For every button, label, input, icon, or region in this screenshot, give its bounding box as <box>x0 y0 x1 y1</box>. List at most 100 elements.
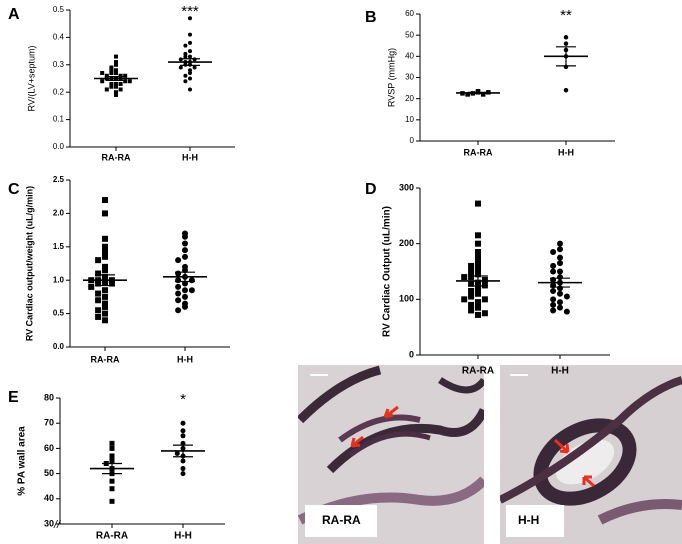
data-point <box>188 287 195 294</box>
data-point <box>102 197 108 204</box>
data-point <box>100 71 105 76</box>
y-tick-label: 50 <box>405 30 414 39</box>
x-tick-label: RA-RA <box>102 152 131 162</box>
data-point <box>550 268 557 275</box>
data-point <box>114 81 118 86</box>
data-point <box>127 79 132 84</box>
data-point <box>175 297 182 304</box>
data-point <box>102 210 108 217</box>
data-point <box>475 304 481 311</box>
data-point <box>109 445 115 451</box>
y-tick-label: 2.0 <box>53 209 65 218</box>
data-point <box>461 296 468 303</box>
data-point <box>475 232 481 239</box>
data-point <box>109 68 114 73</box>
data-point <box>109 440 115 446</box>
data-point <box>109 458 115 464</box>
data-point <box>180 420 186 426</box>
sem-bar <box>102 462 122 475</box>
image-label: RA-RA <box>322 513 361 527</box>
y-tick-label: 0.3 <box>53 60 65 69</box>
data-point <box>475 271 481 278</box>
y-tick-label: 40 <box>405 51 414 60</box>
sem-bar <box>550 277 570 288</box>
y-axis-label: RVSP (mmHg) <box>386 48 396 107</box>
data-point <box>182 247 188 254</box>
data-point <box>461 274 468 281</box>
data-point <box>123 73 128 78</box>
data-point <box>123 79 128 84</box>
data-point <box>102 267 108 274</box>
data-point <box>563 41 569 46</box>
y-tick-label: 0.4 <box>53 33 65 42</box>
y-tick-label: 0 <box>410 136 415 145</box>
y-tick-label: 40 <box>44 493 54 503</box>
data-point <box>550 307 557 314</box>
sem-bar <box>556 46 576 67</box>
x-tick-label: H-H <box>558 147 574 157</box>
significance: ** <box>560 7 572 24</box>
data-point <box>183 43 188 48</box>
data-point <box>550 301 557 308</box>
y-tick-label: 0 <box>409 349 414 359</box>
data-point <box>188 32 192 37</box>
data-point <box>95 290 102 297</box>
data-point <box>468 280 475 287</box>
x-tick-label: RA-RA <box>464 147 493 157</box>
significance: *** <box>181 3 199 20</box>
data-point <box>563 308 570 315</box>
data-point <box>481 276 488 283</box>
y-tick-label: 80 <box>44 392 54 402</box>
data-point <box>188 68 192 73</box>
x-tick-label: RA-RA <box>91 354 120 364</box>
data-point <box>95 297 102 304</box>
y-axis-label: RV Cardiac output/weight (uL/g/min) <box>24 186 34 341</box>
data-point <box>175 270 182 277</box>
data-point <box>114 71 118 76</box>
data-point <box>109 84 114 89</box>
histology-image <box>298 365 484 544</box>
y-tick-label: 0.0 <box>53 142 65 151</box>
data-point <box>188 54 192 59</box>
data-point <box>465 92 470 97</box>
data-point <box>468 262 475 269</box>
data-point <box>468 307 475 314</box>
data-point <box>481 310 488 317</box>
data-point <box>475 200 481 207</box>
data-point <box>182 287 188 294</box>
x-tick-label: H-H <box>182 152 198 162</box>
data-point <box>188 49 192 54</box>
data-point <box>557 254 563 261</box>
data-point <box>109 498 115 504</box>
data-point <box>102 317 108 324</box>
x-tick-label: RA-RA <box>96 531 128 542</box>
data-point <box>102 235 108 242</box>
data-point <box>557 246 563 253</box>
data-point <box>182 253 188 260</box>
data-point <box>102 300 108 307</box>
data-point <box>109 453 115 459</box>
data-point <box>114 90 118 95</box>
data-point <box>180 466 186 472</box>
data-point <box>114 92 118 97</box>
sem-bar <box>95 274 115 287</box>
panel-label: D <box>365 181 377 198</box>
y-tick-label: 30 <box>405 73 414 82</box>
data-point <box>102 249 108 256</box>
y-tick-label: 10 <box>405 115 414 124</box>
data-point <box>102 293 108 300</box>
data-point <box>550 296 557 303</box>
data-point <box>180 458 186 464</box>
y-tick-label: 60 <box>405 9 414 18</box>
sem-bar <box>175 271 195 283</box>
data-point <box>188 71 192 76</box>
data-point <box>175 277 182 284</box>
data-point <box>182 303 188 310</box>
data-point <box>480 92 486 97</box>
sem-bar <box>173 444 193 458</box>
data-point <box>550 262 557 269</box>
data-point <box>175 257 182 264</box>
image-label: H-H <box>518 513 539 527</box>
data-point <box>550 249 557 256</box>
